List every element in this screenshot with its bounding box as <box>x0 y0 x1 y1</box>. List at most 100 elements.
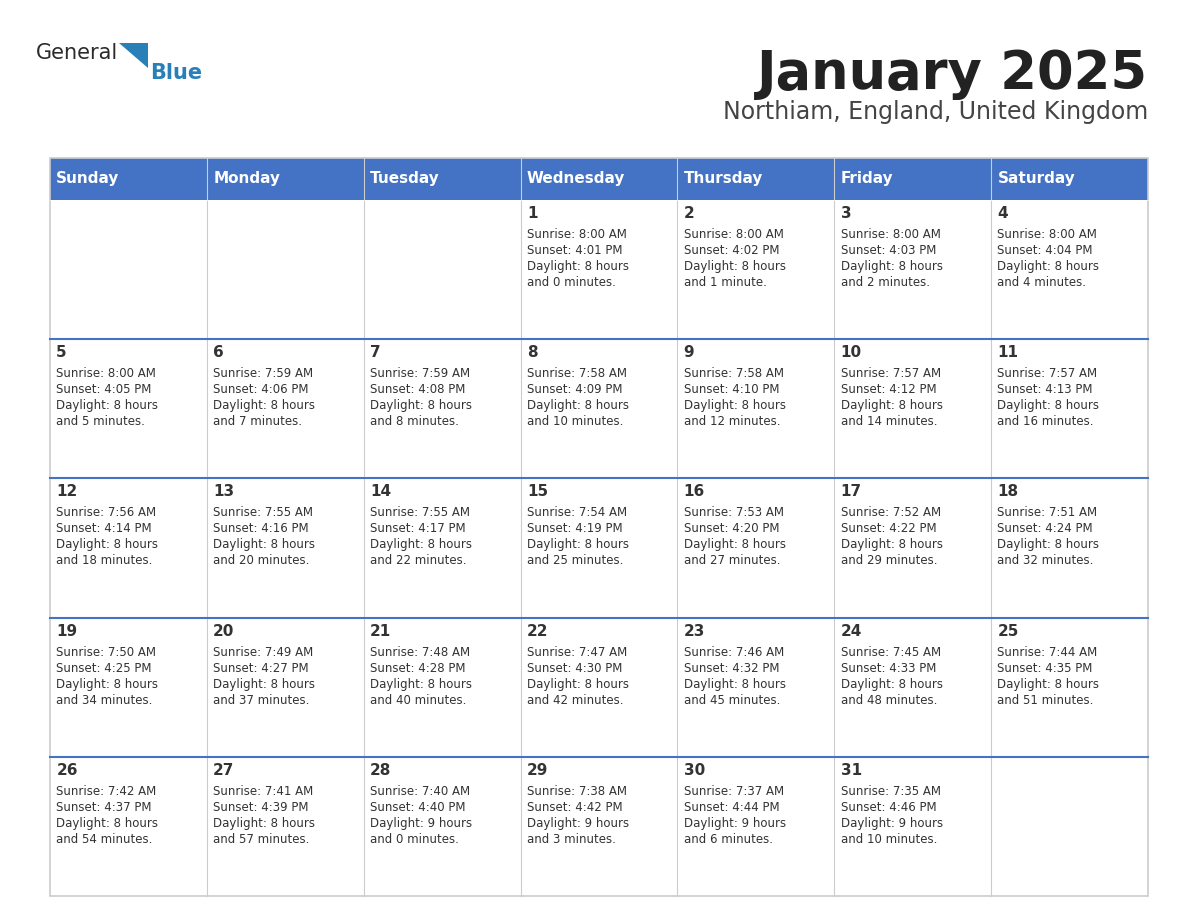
Bar <box>364 756 520 896</box>
Text: and 6 minutes.: and 6 minutes. <box>684 833 772 845</box>
Text: Sunset: 4:32 PM: Sunset: 4:32 PM <box>684 662 779 675</box>
Text: Monday: Monday <box>213 172 280 186</box>
Text: 26: 26 <box>56 763 77 778</box>
Text: Daylight: 9 hours: Daylight: 9 hours <box>684 817 785 830</box>
Text: Sunset: 4:33 PM: Sunset: 4:33 PM <box>841 662 936 675</box>
Text: Sunset: 4:08 PM: Sunset: 4:08 PM <box>369 383 466 397</box>
Text: Daylight: 9 hours: Daylight: 9 hours <box>526 817 628 830</box>
Text: Sunrise: 7:37 AM: Sunrise: 7:37 AM <box>684 785 784 798</box>
Text: and 25 minutes.: and 25 minutes. <box>526 554 624 567</box>
Text: Sunset: 4:25 PM: Sunset: 4:25 PM <box>56 662 152 675</box>
Text: Daylight: 8 hours: Daylight: 8 hours <box>841 399 942 412</box>
Bar <box>50 200 207 339</box>
Text: Sunrise: 7:40 AM: Sunrise: 7:40 AM <box>369 785 470 798</box>
Text: and 0 minutes.: and 0 minutes. <box>369 833 459 845</box>
Text: 25: 25 <box>998 623 1019 639</box>
Text: Daylight: 8 hours: Daylight: 8 hours <box>684 399 785 412</box>
Text: Sunrise: 7:55 AM: Sunrise: 7:55 AM <box>369 507 470 520</box>
Text: Daylight: 8 hours: Daylight: 8 hours <box>56 677 158 690</box>
Text: and 14 minutes.: and 14 minutes. <box>841 415 937 428</box>
Bar <box>991 756 1148 896</box>
Text: Sunset: 4:37 PM: Sunset: 4:37 PM <box>56 800 152 813</box>
Text: Blue: Blue <box>150 63 202 83</box>
Text: Thursday: Thursday <box>684 172 763 186</box>
Text: 12: 12 <box>56 485 77 499</box>
Bar <box>50 158 1148 200</box>
Text: Sunrise: 7:41 AM: Sunrise: 7:41 AM <box>213 785 314 798</box>
Text: Daylight: 9 hours: Daylight: 9 hours <box>369 817 472 830</box>
Text: 4: 4 <box>998 206 1009 221</box>
Bar <box>991 200 1148 339</box>
Text: Sunrise: 7:58 AM: Sunrise: 7:58 AM <box>526 367 627 380</box>
Text: and 4 minutes.: and 4 minutes. <box>998 276 1086 289</box>
Text: Sunset: 4:24 PM: Sunset: 4:24 PM <box>998 522 1093 535</box>
Text: and 37 minutes.: and 37 minutes. <box>213 694 310 707</box>
Text: Sunset: 4:02 PM: Sunset: 4:02 PM <box>684 244 779 257</box>
Text: Sunrise: 7:46 AM: Sunrise: 7:46 AM <box>684 645 784 658</box>
Text: 10: 10 <box>841 345 861 360</box>
Text: Sunset: 4:40 PM: Sunset: 4:40 PM <box>369 800 466 813</box>
Bar <box>364 478 520 618</box>
Text: Daylight: 8 hours: Daylight: 8 hours <box>526 538 628 552</box>
Text: Sunrise: 8:00 AM: Sunrise: 8:00 AM <box>998 228 1098 241</box>
Bar <box>207 756 364 896</box>
Text: Daylight: 8 hours: Daylight: 8 hours <box>213 817 315 830</box>
Text: Daylight: 8 hours: Daylight: 8 hours <box>684 260 785 273</box>
Text: Sunset: 4:39 PM: Sunset: 4:39 PM <box>213 800 309 813</box>
Text: Sunset: 4:46 PM: Sunset: 4:46 PM <box>841 800 936 813</box>
Text: Sunset: 4:01 PM: Sunset: 4:01 PM <box>526 244 623 257</box>
Text: Sunset: 4:30 PM: Sunset: 4:30 PM <box>526 662 623 675</box>
Text: 16: 16 <box>684 485 704 499</box>
Bar <box>50 478 207 618</box>
Text: Daylight: 8 hours: Daylight: 8 hours <box>56 538 158 552</box>
Text: and 2 minutes.: and 2 minutes. <box>841 276 929 289</box>
Text: Friday: Friday <box>841 172 893 186</box>
Text: Sunrise: 7:50 AM: Sunrise: 7:50 AM <box>56 645 157 658</box>
Bar <box>520 200 677 339</box>
Bar <box>50 158 1148 896</box>
Text: Sunrise: 7:44 AM: Sunrise: 7:44 AM <box>998 645 1098 658</box>
Text: 31: 31 <box>841 763 861 778</box>
Bar <box>991 339 1148 478</box>
Bar <box>520 478 677 618</box>
Text: Sunset: 4:28 PM: Sunset: 4:28 PM <box>369 662 466 675</box>
Text: 7: 7 <box>369 345 380 360</box>
Bar <box>834 200 991 339</box>
Text: and 40 minutes.: and 40 minutes. <box>369 694 467 707</box>
Text: 14: 14 <box>369 485 391 499</box>
Text: Sunrise: 7:42 AM: Sunrise: 7:42 AM <box>56 785 157 798</box>
Text: 17: 17 <box>841 485 861 499</box>
Bar <box>991 618 1148 756</box>
Text: Sunset: 4:35 PM: Sunset: 4:35 PM <box>998 662 1093 675</box>
Text: 9: 9 <box>684 345 694 360</box>
Text: and 12 minutes.: and 12 minutes. <box>684 415 781 428</box>
Text: Daylight: 8 hours: Daylight: 8 hours <box>213 538 315 552</box>
Bar <box>677 200 834 339</box>
Bar <box>520 756 677 896</box>
Text: Sunset: 4:17 PM: Sunset: 4:17 PM <box>369 522 466 535</box>
Bar <box>991 478 1148 618</box>
Text: and 51 minutes.: and 51 minutes. <box>998 694 1094 707</box>
Text: and 8 minutes.: and 8 minutes. <box>369 415 459 428</box>
Text: and 48 minutes.: and 48 minutes. <box>841 694 937 707</box>
Text: Daylight: 8 hours: Daylight: 8 hours <box>684 538 785 552</box>
Bar <box>50 339 207 478</box>
Text: Saturday: Saturday <box>998 172 1075 186</box>
Text: Sunset: 4:44 PM: Sunset: 4:44 PM <box>684 800 779 813</box>
Bar <box>834 339 991 478</box>
Text: 15: 15 <box>526 485 548 499</box>
Text: Sunrise: 7:59 AM: Sunrise: 7:59 AM <box>369 367 470 380</box>
Bar <box>50 618 207 756</box>
Bar <box>50 756 207 896</box>
Bar <box>207 618 364 756</box>
Text: Sunday: Sunday <box>56 172 120 186</box>
Text: and 10 minutes.: and 10 minutes. <box>526 415 624 428</box>
Text: January 2025: January 2025 <box>757 48 1148 100</box>
Text: Daylight: 8 hours: Daylight: 8 hours <box>213 399 315 412</box>
Text: Sunset: 4:13 PM: Sunset: 4:13 PM <box>998 383 1093 397</box>
Bar <box>677 756 834 896</box>
Text: 30: 30 <box>684 763 704 778</box>
Text: Daylight: 8 hours: Daylight: 8 hours <box>369 399 472 412</box>
Text: 3: 3 <box>841 206 851 221</box>
Text: Daylight: 8 hours: Daylight: 8 hours <box>998 260 1099 273</box>
